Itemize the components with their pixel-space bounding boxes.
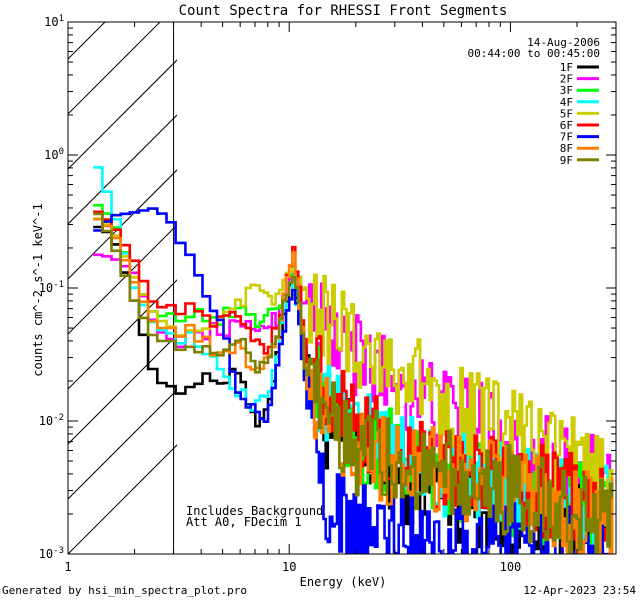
series-line-9F xyxy=(93,212,614,554)
y-tick-labels: 10-3 10-2 10-1 100 101 xyxy=(39,14,64,561)
legend-label-6F: 6F xyxy=(560,119,573,132)
hatch-line xyxy=(68,59,177,170)
y-tick-label: 100 xyxy=(44,147,64,162)
hatch-line xyxy=(68,334,177,445)
y-axis-label: counts cm^-2 s^-1 keV^-1 xyxy=(31,203,45,376)
legend-label-9F: 9F xyxy=(560,154,573,167)
legend-label-7F: 7F xyxy=(560,131,573,144)
hatch-line xyxy=(68,444,177,554)
legend-label-3F: 3F xyxy=(560,84,573,97)
annotation-line-2: Att A0, FDecim 1 xyxy=(186,515,302,529)
x-tick-labels: 1 10 100 xyxy=(64,560,521,574)
x-axis-label: Energy (keV) xyxy=(300,575,387,589)
footer-left: Generated by hsi_min_spectra_plot.pro xyxy=(2,584,247,597)
hatch-line xyxy=(68,114,177,225)
legend-label-5F: 5F xyxy=(560,107,573,120)
hatch-line xyxy=(68,224,177,335)
x-tick-label: 100 xyxy=(500,560,522,574)
legend-label-2F: 2F xyxy=(560,73,573,86)
y-tick-label: 10-1 xyxy=(39,280,64,295)
hatch-line xyxy=(68,169,177,280)
hatch-line xyxy=(68,389,177,500)
annotation-line-1: Includes Background xyxy=(186,504,323,518)
legend-label-1F: 1F xyxy=(560,61,573,74)
x-tick-label: 1 xyxy=(64,560,71,574)
footer-right: 12-Apr-2023 23:54 xyxy=(523,584,636,597)
legend-label-8F: 8F xyxy=(560,142,573,155)
series-layer xyxy=(93,166,614,554)
y-tick-label: 10-2 xyxy=(39,413,64,428)
legend-label-4F: 4F xyxy=(560,96,573,109)
axis-ticks xyxy=(67,22,617,555)
y-tick-label: 10-3 xyxy=(39,546,64,561)
chart-title: Count Spectra for RHESSI Front Segments xyxy=(179,3,508,19)
time-range-label: 00:44:00 to 00:45:00 xyxy=(468,47,600,60)
hatch-line xyxy=(68,279,177,390)
series-line-5F xyxy=(93,217,614,527)
x-tick-label: 10 xyxy=(282,560,296,574)
date-label: 14-Aug-2006 xyxy=(527,36,600,49)
hatch-line xyxy=(68,22,161,115)
y-tick-label: 101 xyxy=(44,14,64,29)
